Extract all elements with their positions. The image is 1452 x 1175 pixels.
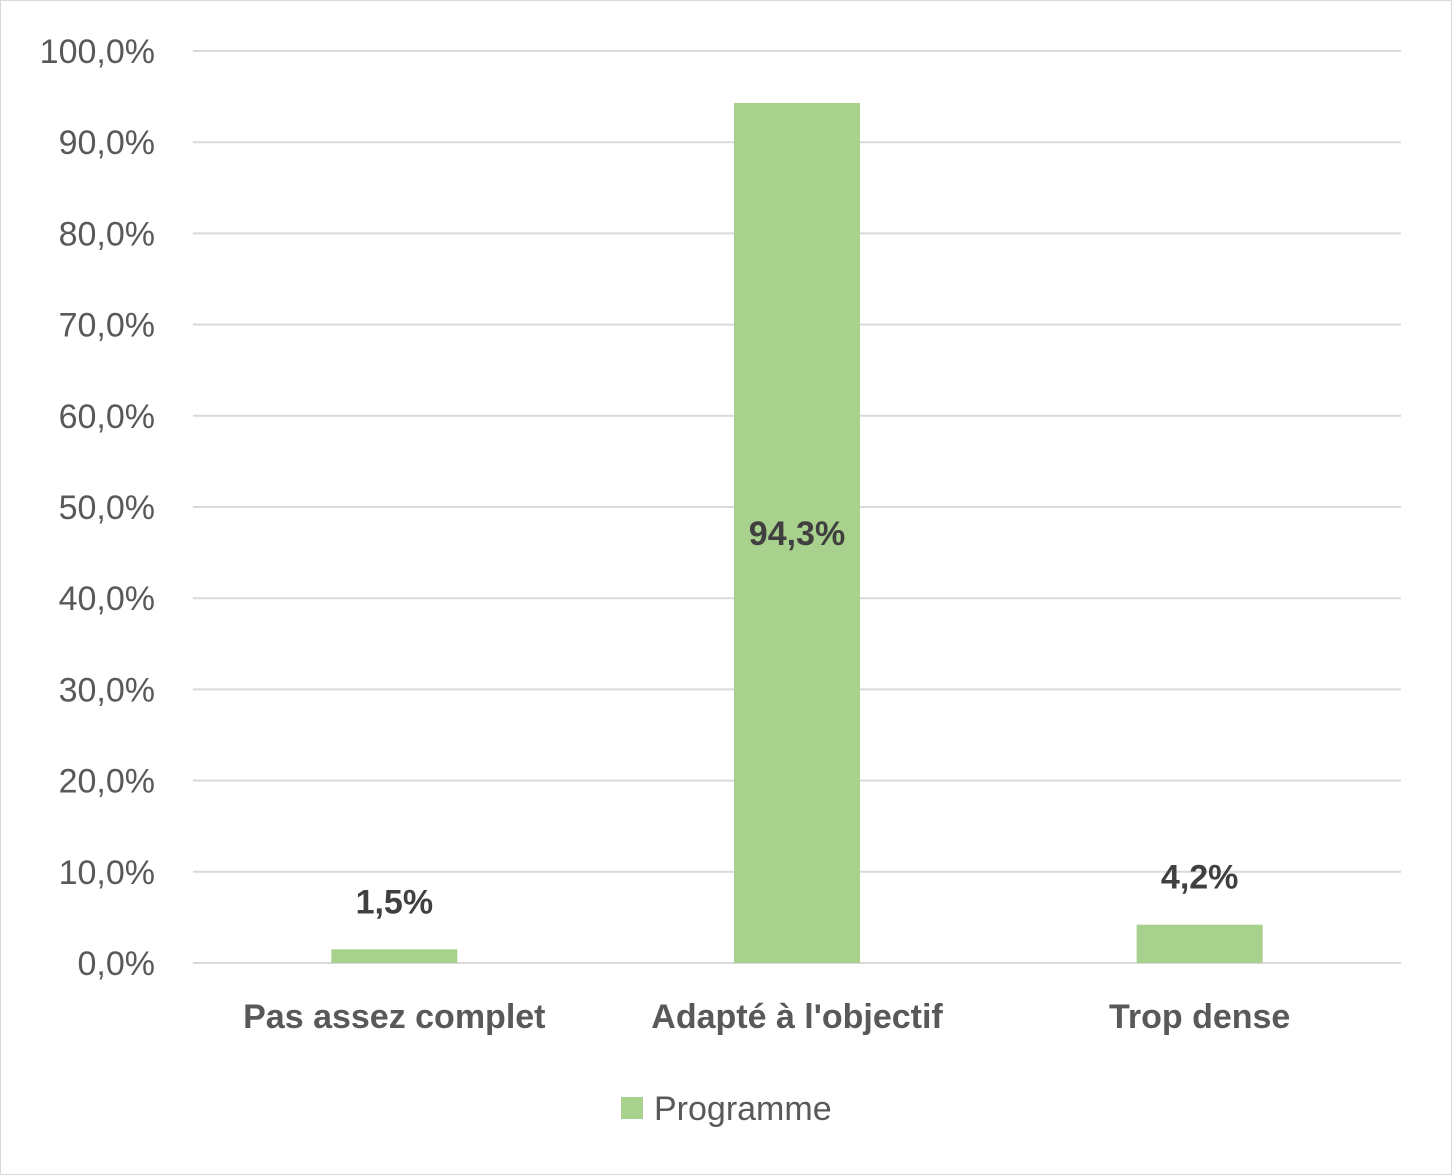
y-tick-label: 50,0% xyxy=(59,489,155,527)
y-tick-label: 90,0% xyxy=(59,124,155,162)
y-tick-label: 30,0% xyxy=(59,671,155,709)
data-label: 4,2% xyxy=(1161,859,1239,897)
legend-swatch xyxy=(621,1097,643,1119)
data-label: 94,3% xyxy=(749,515,845,553)
y-tick-label: 100,0% xyxy=(40,33,155,71)
x-axis-categories: Pas assez complet Adapté à l'objectif Trop… xyxy=(243,998,1290,1036)
y-tick-label: 70,0% xyxy=(59,307,155,345)
y-tick-label: 80,0% xyxy=(59,215,155,253)
y-tick-label: 60,0% xyxy=(59,398,155,436)
bars xyxy=(331,102,1263,963)
bar xyxy=(1136,924,1263,963)
category-label: Trop dense xyxy=(1109,998,1290,1036)
data-labels: 1,5% 94,3% 4,2% xyxy=(356,515,1239,921)
y-axis-ticks: 0,0% 10,0% 20,0% 30,0% 40,0% 50,0% 60,0% 70,0% 8… xyxy=(40,33,155,983)
bar xyxy=(734,102,860,963)
legend: Programme xyxy=(621,1090,832,1128)
category-label: Pas assez complet xyxy=(243,998,545,1036)
data-label: 1,5% xyxy=(356,883,434,921)
y-tick-label: 40,0% xyxy=(59,580,155,618)
y-tick-label: 0,0% xyxy=(78,945,156,983)
category-label: Adapté à l'objectif xyxy=(651,998,943,1036)
y-tick-label: 10,0% xyxy=(59,854,155,892)
y-tick-label: 20,0% xyxy=(59,763,155,801)
legend-label: Programme xyxy=(654,1090,832,1128)
bar xyxy=(331,949,458,963)
